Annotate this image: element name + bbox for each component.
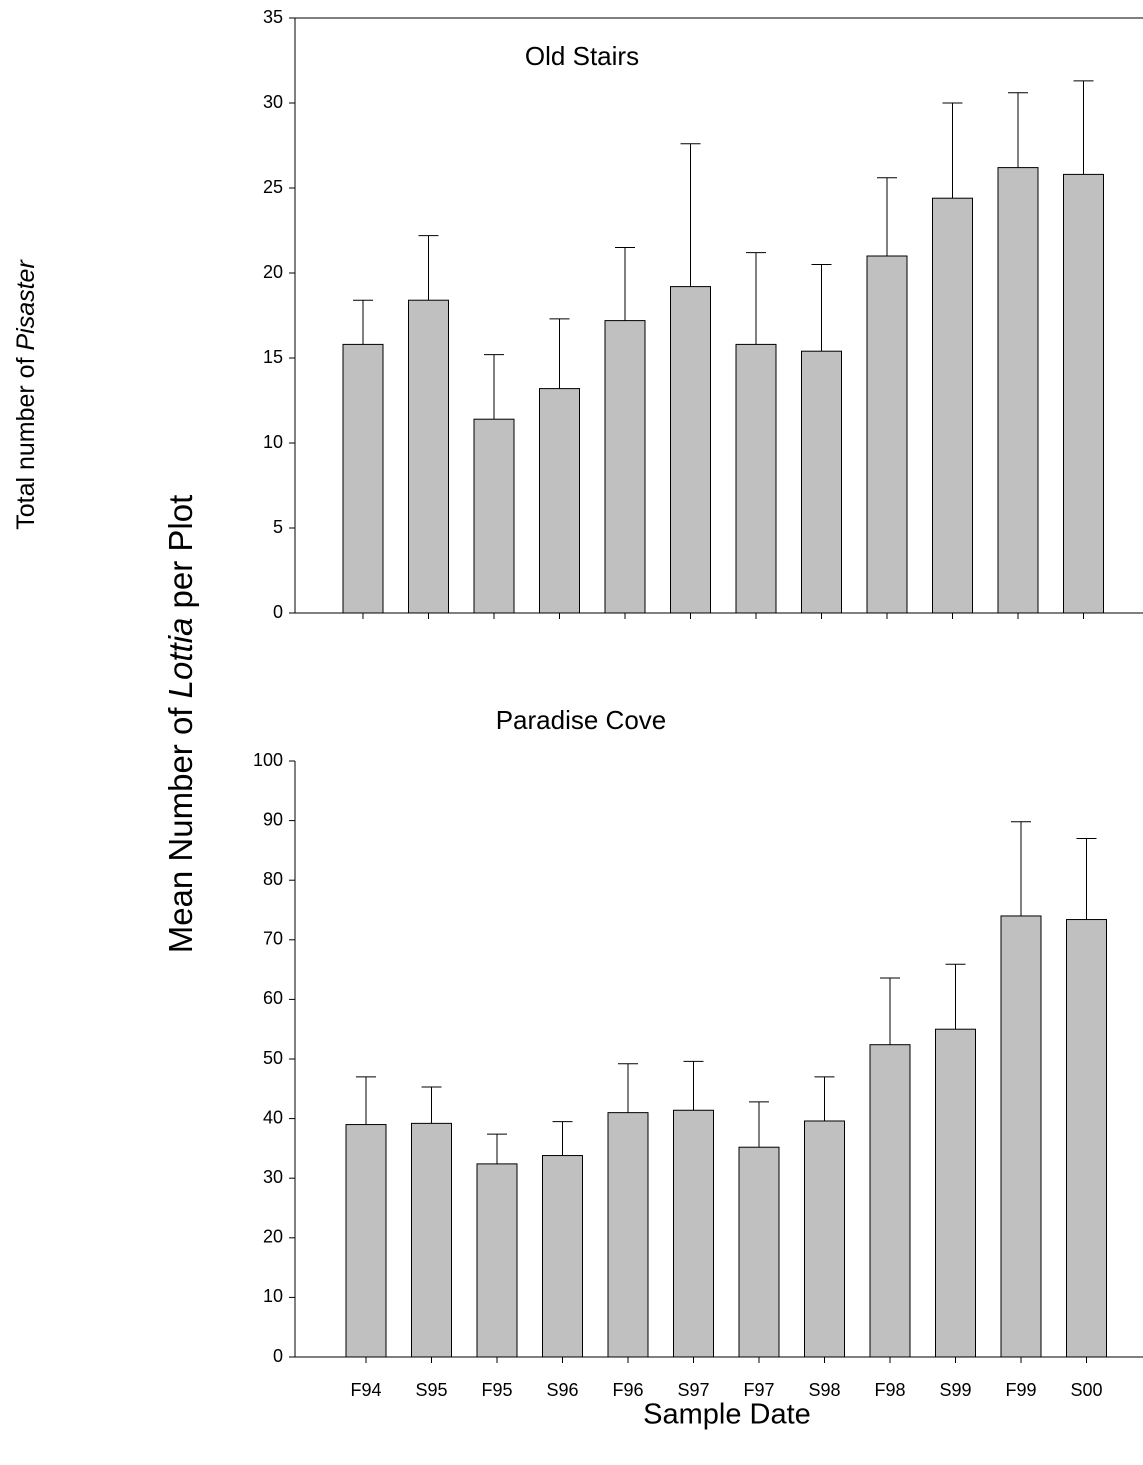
label-part: Lottia	[162, 618, 199, 699]
bar	[801, 350, 842, 614]
bar	[1063, 173, 1104, 614]
bar	[670, 286, 711, 614]
y-tick-label: 0	[273, 1346, 283, 1366]
bar	[997, 167, 1039, 614]
bar	[607, 1112, 649, 1358]
x-tick-label: S97	[677, 1380, 709, 1400]
bar	[342, 343, 384, 614]
y-tick-label: 5	[273, 517, 283, 537]
y-tick-label: 20	[263, 1227, 283, 1247]
y-tick-label: 10	[263, 1286, 283, 1306]
x-tick-label: S96	[546, 1380, 578, 1400]
label-part: Total number of	[12, 351, 40, 530]
y-tick-label: 40	[263, 1107, 283, 1127]
y-tick-label: 60	[263, 988, 283, 1008]
x-tick-label: F98	[874, 1380, 905, 1400]
cropped-label: Total number of Pisaster	[12, 259, 40, 530]
y-tick-label: 50	[263, 1048, 283, 1068]
y-tick-label: 35	[263, 7, 283, 27]
panel-title: Old Stairs	[525, 41, 639, 71]
x-tick-label: F97	[743, 1380, 774, 1400]
x-axis-label: Sample Date	[643, 1399, 811, 1431]
bar	[735, 343, 777, 614]
x-tick-label: S95	[415, 1380, 447, 1400]
bar	[473, 418, 515, 614]
bar	[476, 1163, 518, 1358]
bar	[408, 299, 449, 614]
x-tick-label: S99	[939, 1380, 971, 1400]
bar	[1000, 915, 1042, 1358]
bar	[542, 1155, 583, 1358]
y-tick-label: 30	[263, 92, 283, 112]
y-tick-label: 25	[263, 177, 283, 197]
y-tick-label: 70	[263, 929, 283, 949]
x-tick-label: F95	[481, 1380, 512, 1400]
bar	[411, 1122, 452, 1358]
y-tick-label: 80	[263, 869, 283, 889]
y-tick-label: 15	[263, 347, 283, 367]
y-tick-label: 20	[263, 262, 283, 282]
panel-title: Paradise Cove	[496, 705, 667, 735]
label-part: per Plot	[162, 495, 199, 618]
bar	[866, 255, 908, 614]
bar	[1066, 919, 1107, 1358]
label-part: Mean Number of	[162, 698, 199, 953]
bar	[345, 1124, 387, 1358]
bar	[804, 1120, 845, 1358]
x-tick-label: S98	[808, 1380, 840, 1400]
y-axis-label: Mean Number of Lottia per Plot	[162, 495, 199, 954]
bar	[673, 1109, 714, 1358]
bar	[932, 197, 973, 614]
bar	[539, 388, 580, 614]
x-tick-label: F96	[612, 1380, 643, 1400]
bar	[869, 1044, 911, 1358]
label-part: Pisaster	[12, 259, 40, 351]
x-tick-label: F99	[1005, 1380, 1036, 1400]
y-tick-label: 10	[263, 432, 283, 452]
y-tick-label: 0	[273, 602, 283, 622]
bar	[604, 320, 646, 614]
bar	[738, 1146, 780, 1358]
bar	[935, 1028, 976, 1358]
x-tick-label: S00	[1070, 1380, 1102, 1400]
y-tick-label: 30	[263, 1167, 283, 1187]
y-tick-label: 100	[253, 750, 283, 770]
x-tick-label: F94	[350, 1380, 381, 1400]
y-tick-label: 90	[263, 809, 283, 829]
